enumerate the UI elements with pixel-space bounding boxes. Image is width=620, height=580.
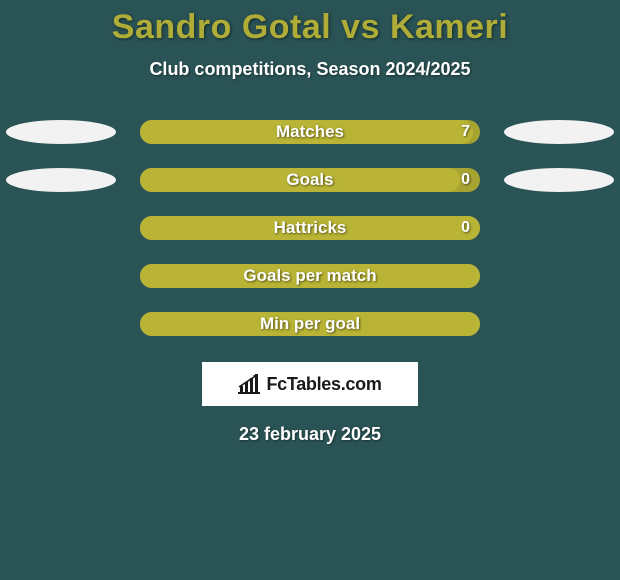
comparison-infographic: Sandro Gotal vs Kameri Club competitions… xyxy=(0,0,620,580)
stat-bar xyxy=(140,312,480,336)
subtitle: Club competitions, Season 2024/2025 xyxy=(0,59,620,80)
stat-rows: Matches7 Goals0 Hattricks0 Goals per match M… xyxy=(0,120,620,336)
right-ellipse xyxy=(504,168,614,192)
stat-row: Min per goal xyxy=(0,312,620,336)
stat-bar xyxy=(140,168,480,192)
stat-bar xyxy=(140,120,480,144)
stat-bar-fill xyxy=(140,168,460,192)
left-ellipse xyxy=(6,168,116,192)
stat-bar-fill xyxy=(140,312,480,336)
stat-row: Goals per match xyxy=(0,264,620,288)
stat-row: Goals0 xyxy=(0,168,620,192)
stat-bar xyxy=(140,216,480,240)
right-ellipse xyxy=(504,120,614,144)
left-ellipse xyxy=(6,120,116,144)
stat-bar-fill xyxy=(140,264,480,288)
stat-row: Matches7 xyxy=(0,120,620,144)
stat-bar xyxy=(140,264,480,288)
date-text: 23 february 2025 xyxy=(0,424,620,445)
page-title: Sandro Gotal vs Kameri xyxy=(0,0,620,47)
stat-bar-fill xyxy=(140,216,480,240)
stat-bar-fill xyxy=(140,120,473,144)
bar-chart-icon xyxy=(238,374,260,394)
logo-box: FcTables.com xyxy=(202,362,418,406)
logo-text: FcTables.com xyxy=(266,374,381,395)
stat-row: Hattricks0 xyxy=(0,216,620,240)
